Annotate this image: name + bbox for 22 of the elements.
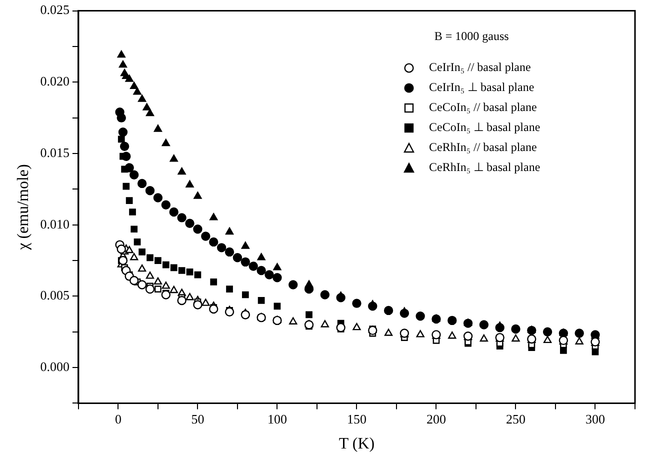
legend-label: CeRhIn₅ // basal plane [429, 140, 537, 156]
y-tick-label: 0.015 [40, 144, 70, 160]
y-tick-label: 0.020 [40, 74, 70, 89]
x-tick-label: 200 [426, 411, 446, 426]
x-tick-label: 250 [506, 411, 526, 426]
y-tick-label: 0.010 [40, 216, 70, 232]
y-axis-title: χ (emu/mole) [14, 164, 32, 251]
y-tick-label: 0.025 [40, 2, 70, 18]
x-axis-title: T (K) [338, 436, 375, 453]
x-tick-label: 300 [585, 411, 605, 426]
legend-label: CeCoIn₅ // basal plane [429, 100, 537, 116]
legend-label: CeIrIn₅ ⊥ basal plane [429, 80, 534, 96]
y-tick-label: 0.000 [40, 358, 70, 374]
legend-title: B = 1000 gauss [433, 28, 510, 44]
legend-label: CeIrIn₅ // basal plane [429, 60, 531, 76]
x-tick-label: 0 [114, 411, 122, 426]
legend-label: CeRhIn₅ ⊥ basal plane [429, 160, 540, 176]
legend-label: CeCoIn₅ ⊥ basal plane [429, 120, 540, 136]
x-tick-label: 100 [267, 411, 287, 426]
y-tick-label: 0.005 [40, 288, 70, 303]
x-tick-label: 50 [191, 411, 204, 426]
x-tick-label: 150 [346, 411, 366, 426]
